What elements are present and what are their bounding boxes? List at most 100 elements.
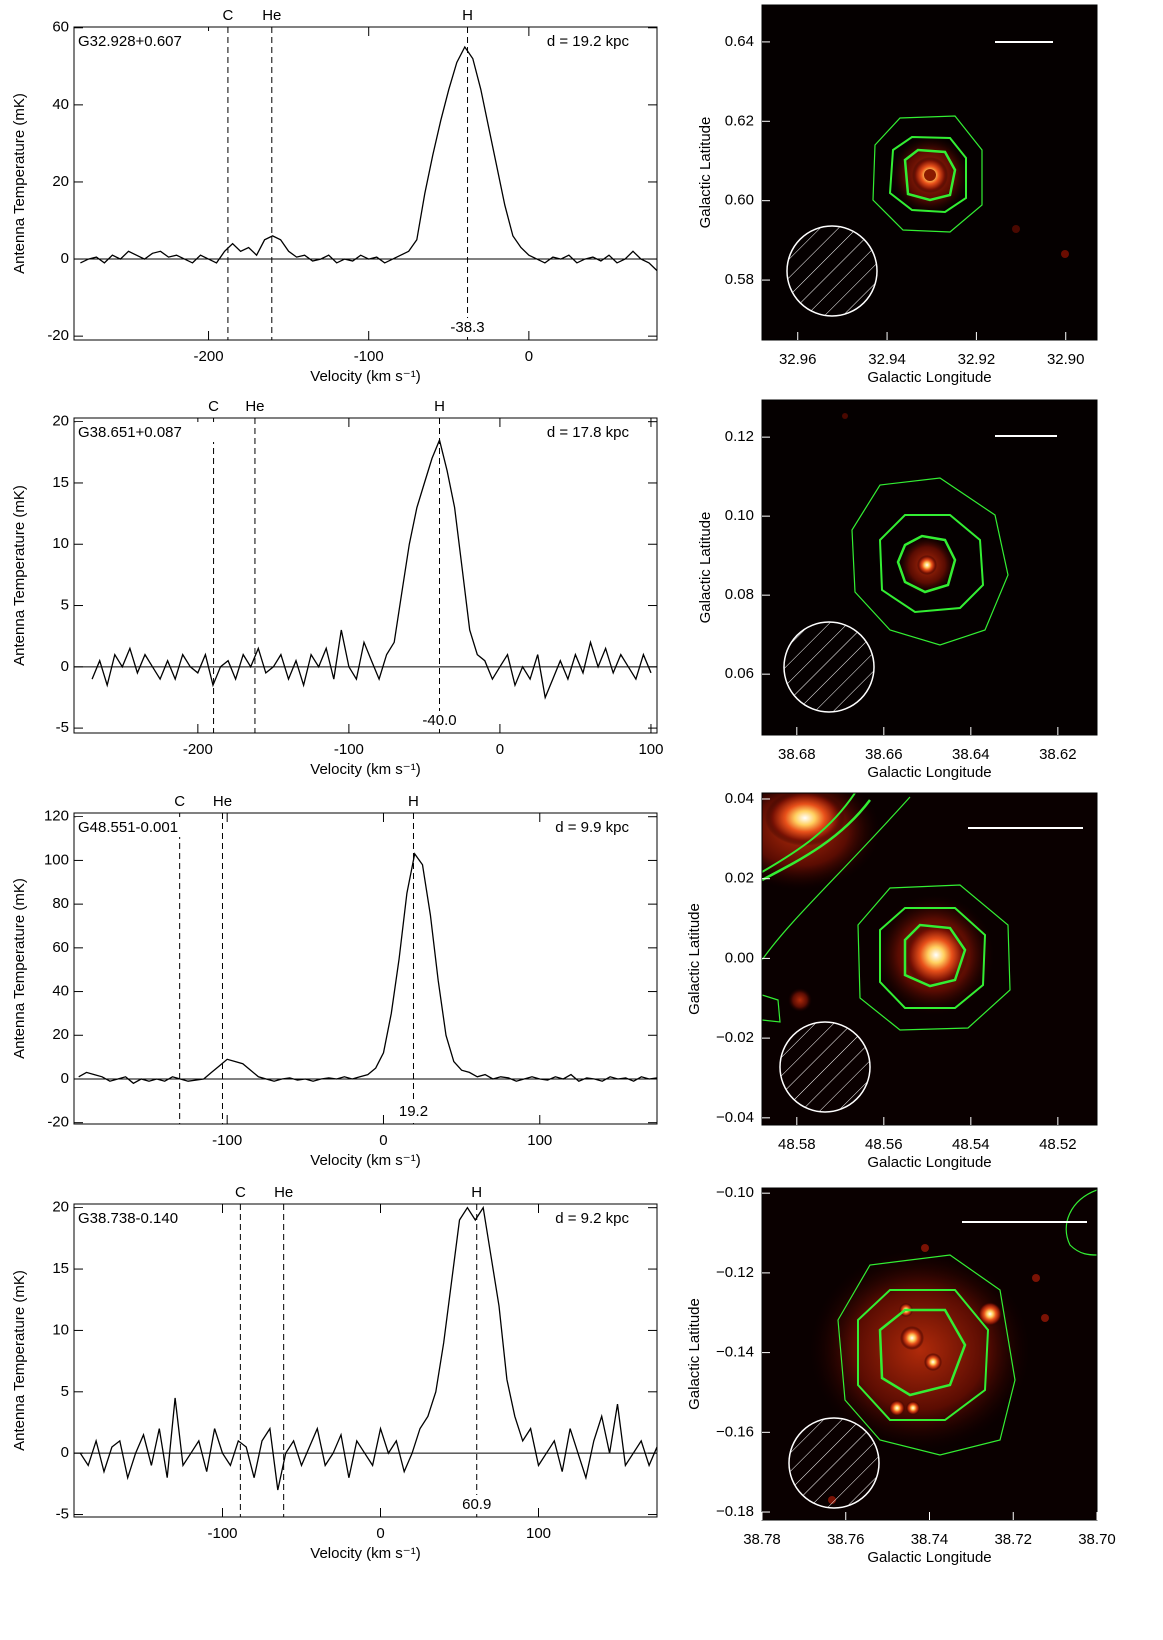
beam [783,621,875,713]
y-tick-label: 100 [44,851,69,868]
x-tick-label: -200 [194,348,224,365]
emission [1061,250,1069,258]
x-axis-title: Velocity (km s⁻¹) [310,1545,420,1562]
y-tick-label: 5 [61,1383,69,1400]
y-tick-label: 0.60 [725,192,754,209]
y-tick-label: -5 [56,719,69,736]
peak-label: -40.0 [422,712,456,729]
x-tick-label: 32.96 [779,351,817,368]
y-axis-title: Galactic Latitude [697,117,714,229]
x-tick-label: 38.68 [778,746,816,763]
x-tick-label: 0 [376,1525,384,1542]
y-axis-title: Antenna Temperature (mK) [11,485,28,666]
x-tick-label: 38.76 [827,1531,865,1548]
x-tick-label: -200 [183,741,213,758]
x-tick-label: 32.90 [1047,351,1085,368]
y-tick-label: -5 [56,1506,69,1523]
y-tick-label: 20 [52,413,69,430]
emission [906,1401,920,1415]
emission [921,1244,929,1252]
marker-name: C [222,7,233,24]
contour [851,477,1009,646]
x-tick-label: 100 [638,741,663,758]
spectrum [80,45,658,272]
contour [762,994,781,1023]
contour [878,514,985,614]
x-tick-label: 48.54 [952,1136,990,1153]
x-tick-label: -100 [334,741,364,758]
y-tick-label: 0.64 [725,33,754,50]
marker-name: H [471,1184,482,1201]
x-tick-label: 38.64 [952,746,990,763]
emission [889,1400,905,1416]
y-tick-label: 60 [52,939,69,956]
x-axis-title: Galactic Longitude [867,1154,991,1171]
spectrum [78,852,658,1085]
x-axis-title: Velocity (km s⁻¹) [310,1152,420,1169]
x-tick-label: 48.52 [1039,1136,1077,1153]
plot-frame [73,1203,658,1518]
emission [1032,1274,1040,1282]
y-tick-label: -20 [47,1114,69,1131]
y-tick-label: −0.10 [716,1184,754,1201]
x-tick-label: -100 [207,1525,237,1542]
marker-name: He [213,793,232,810]
emission [1041,1314,1049,1322]
y-tick-label: −0.02 [716,1029,754,1046]
y-tick-label: 0 [61,1444,69,1461]
source-name: G48.551-0.001 [78,819,178,836]
y-tick-label: 0 [61,250,69,267]
emission [924,1353,942,1371]
x-tick-label: 32.92 [958,351,996,368]
image-frame [761,4,1098,341]
y-tick-label: 20 [52,1199,69,1216]
distance: d = 9.9 kpc [555,819,629,836]
x-axis-title: Galactic Longitude [867,369,991,386]
x-tick-label: 48.58 [778,1136,816,1153]
y-axis-title: Galactic Latitude [686,903,703,1015]
x-tick-label: 38.66 [865,746,903,763]
contour [903,148,957,202]
label-bg [445,318,490,336]
x-axis-title: Velocity (km s⁻¹) [310,761,420,778]
label-bg [391,1102,436,1120]
emission [924,169,936,181]
beam [788,1417,880,1509]
contour [903,923,967,988]
marker-name: C [174,793,185,810]
contour [878,1308,967,1397]
peak-label: 19.2 [399,1103,428,1120]
emission [810,1250,1030,1450]
x-tick-label: 48.56 [865,1136,903,1153]
x-tick-label: 32.94 [868,351,906,368]
x-tick-label: 38.78 [743,1531,781,1548]
distance: d = 19.2 kpc [547,33,630,50]
emission [788,988,812,1012]
y-axis-title: Galactic Latitude [686,1298,703,1410]
emission [765,793,845,846]
x-axis-title: Velocity (km s⁻¹) [310,368,420,385]
y-tick-label: 10 [52,535,69,552]
y-axis-title: Antenna Temperature (mK) [11,1270,28,1451]
y-tick-label: −0.14 [716,1344,754,1361]
emission [900,1326,924,1350]
y-tick-label: 0.10 [725,507,754,524]
sky-image [762,1188,1097,1520]
image-frame [761,399,1098,736]
y-tick-label: 10 [52,1321,69,1338]
x-axis-title: Galactic Longitude [867,764,991,781]
emission [842,413,848,419]
y-tick-label: 40 [52,983,69,1000]
x-tick-label: 38.62 [1039,746,1077,763]
contour [762,796,911,961]
marker-name: He [245,398,264,415]
y-tick-label: 15 [52,474,69,491]
sky-image [762,400,1097,735]
source-name: G32.928+0.607 [78,33,182,50]
x-tick-label: 100 [526,1525,551,1542]
marker-name: H [408,793,419,810]
contour [1065,1189,1097,1256]
y-tick-label: 60 [52,19,69,36]
source-name: G38.738-0.140 [78,1210,178,1227]
